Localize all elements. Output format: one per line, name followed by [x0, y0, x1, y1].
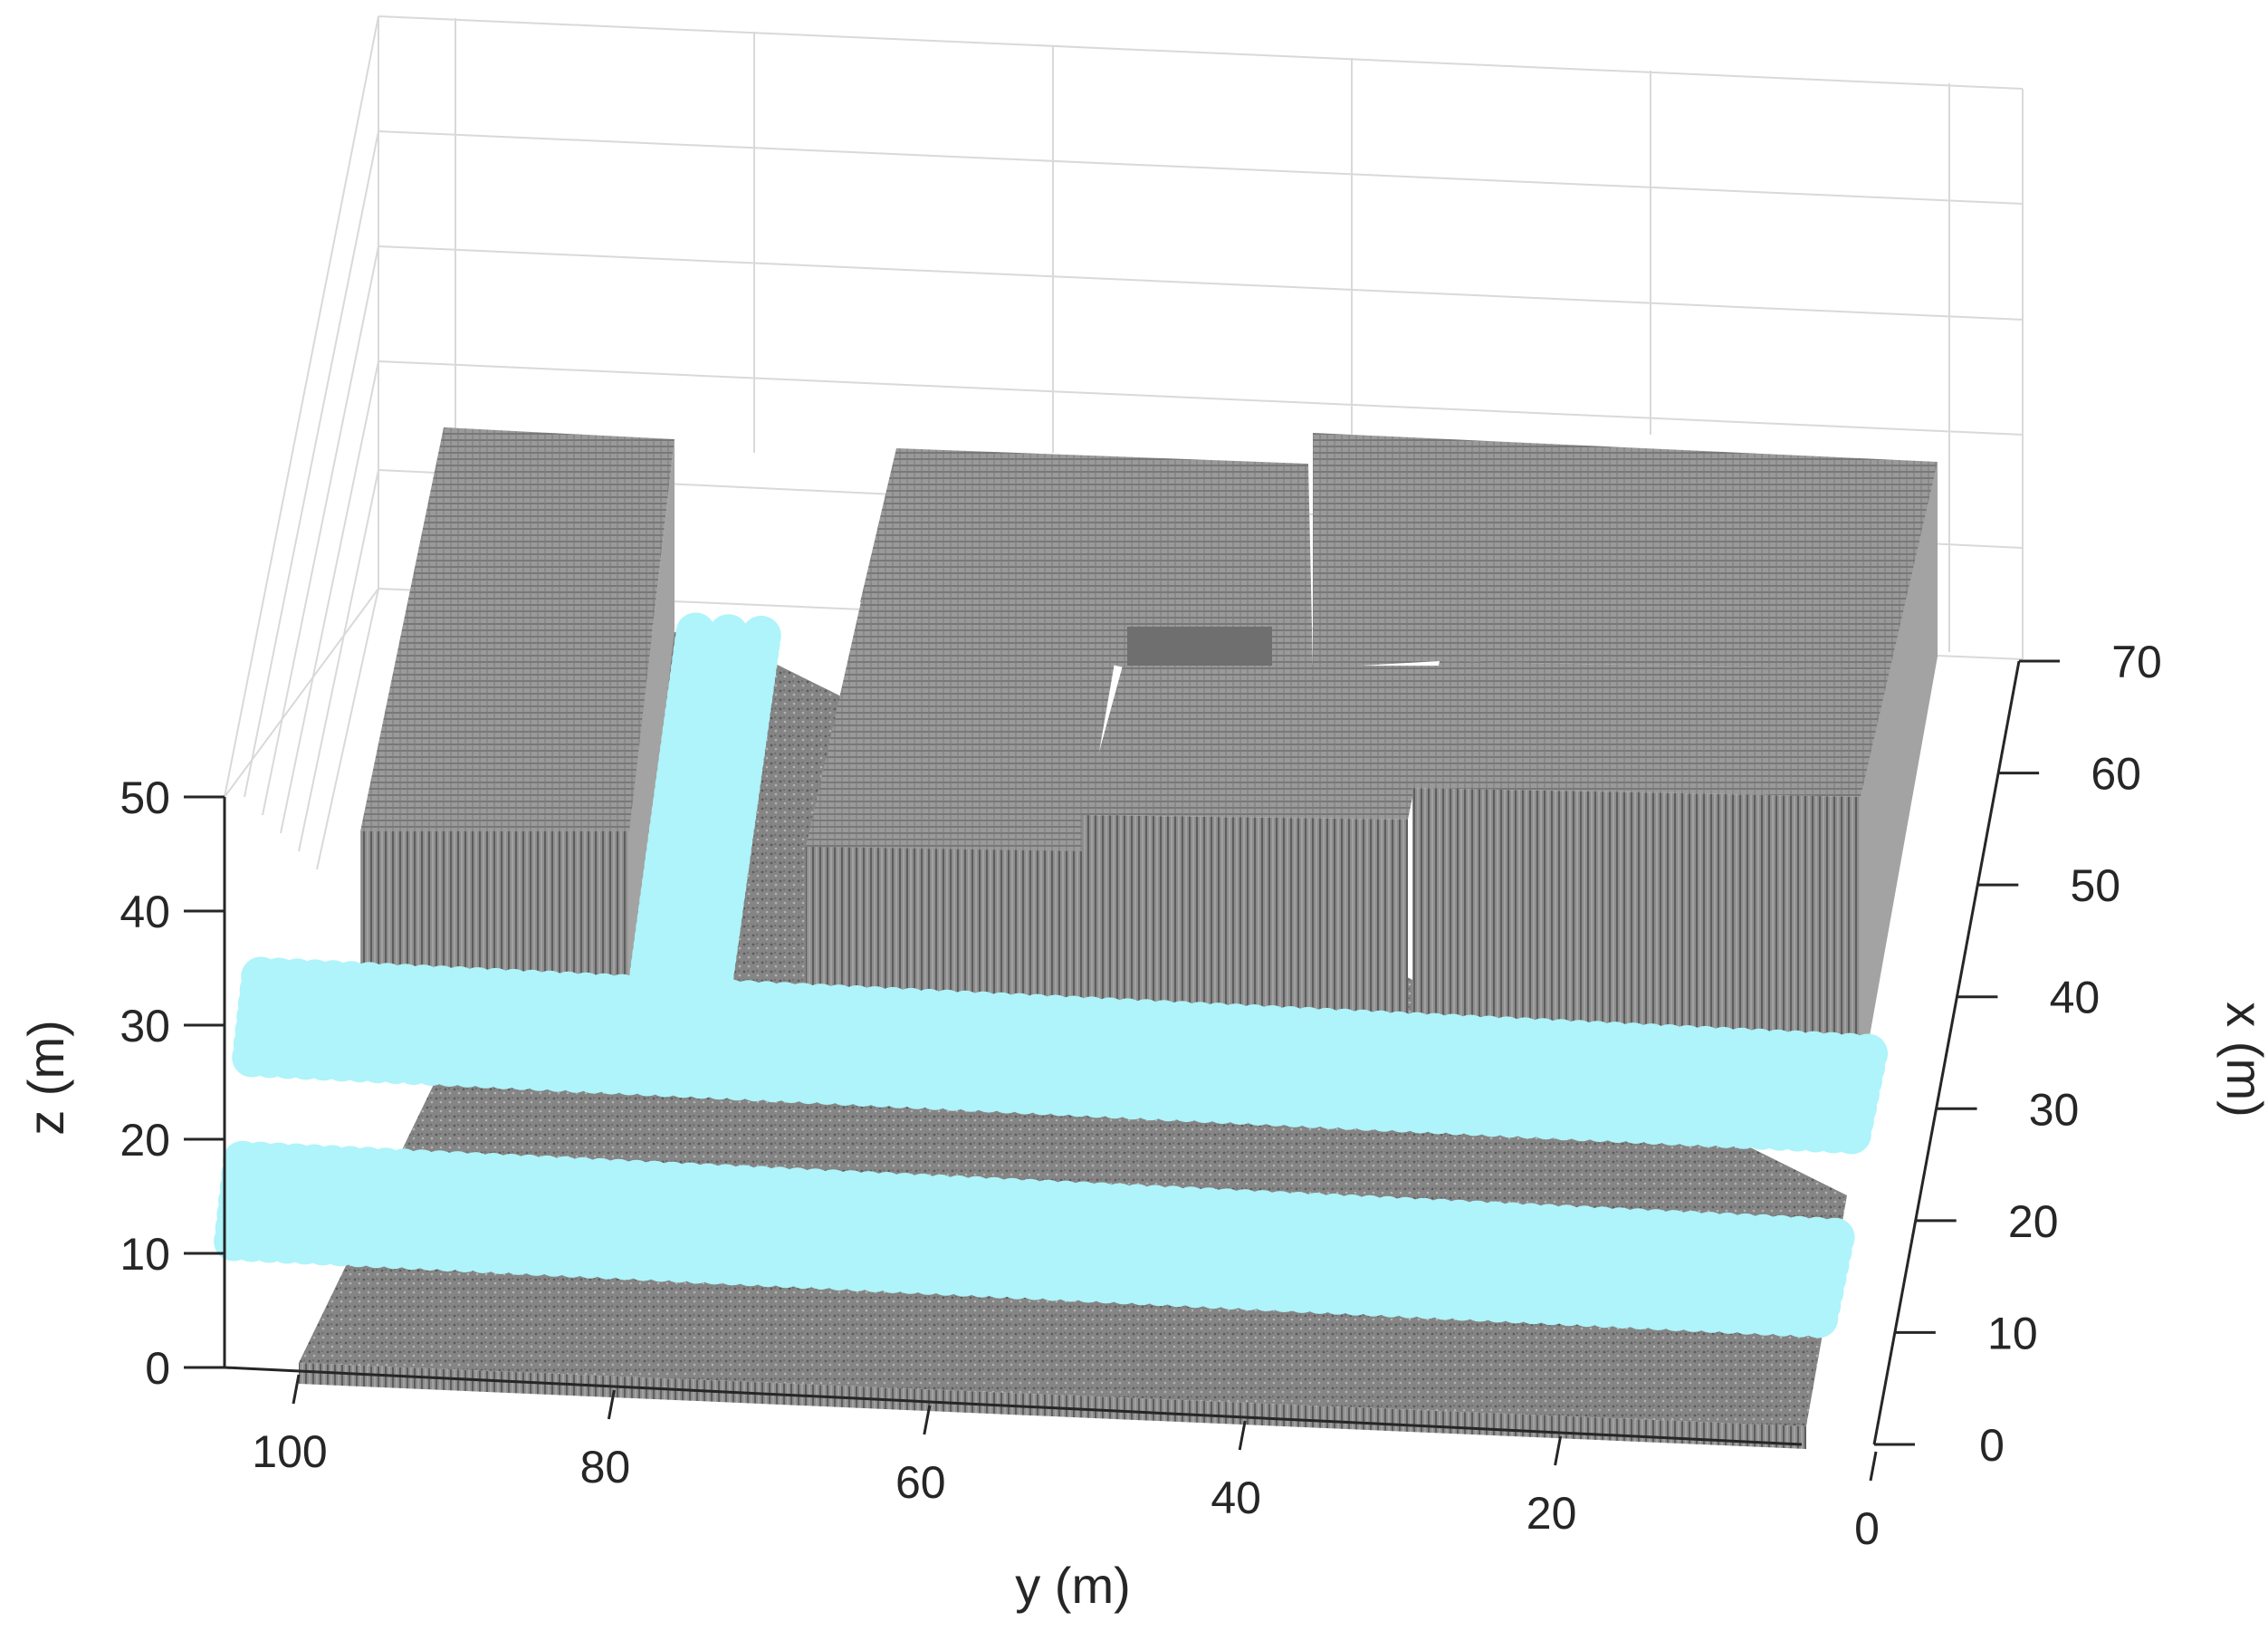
z-tick-label: 20 — [120, 1115, 170, 1166]
z-tick-label: 30 — [120, 1001, 170, 1051]
tick-labels: 100 80 60 40 20 0 0 10 20 30 40 50 60 70 0 10 20 30 40 50 — [120, 637, 2161, 1554]
grid-line — [298, 469, 379, 852]
y-tick — [607, 1389, 616, 1420]
x-tick-label: 0 — [1979, 1420, 2005, 1471]
x-axis-line — [1872, 660, 2021, 1445]
z-axis-label: z (m) — [17, 1020, 74, 1136]
grid-line — [224, 15, 379, 798]
y-tick — [1238, 1420, 1247, 1451]
y-tick — [1869, 1451, 1878, 1482]
building-center-mid-top — [1082, 666, 1440, 820]
y-tick — [923, 1405, 932, 1435]
x-tick-label: 70 — [2111, 637, 2162, 687]
building-gap — [1127, 627, 1272, 667]
x-tick-label: 50 — [2070, 860, 2120, 911]
grid-line — [316, 588, 379, 870]
y-tick — [1554, 1435, 1563, 1466]
building-right-upper-front — [1412, 661, 1892, 797]
z-tick-label: 0 — [145, 1343, 170, 1394]
path-point — [741, 615, 781, 656]
x-tick-label: 40 — [2050, 973, 2101, 1023]
x-tick-label: 30 — [2029, 1084, 2080, 1135]
path-corridor-branch — [621, 612, 781, 1059]
y-axis-label: y (m) — [1015, 1557, 1131, 1614]
x-tick-label: 20 — [2008, 1196, 2059, 1247]
tick-marks — [184, 659, 2060, 1482]
z-tick-label: 50 — [120, 772, 170, 823]
path-corridor-front — [214, 1140, 1855, 1338]
y-tick-label: 100 — [252, 1426, 327, 1477]
z-tick-label: 10 — [120, 1229, 170, 1280]
grid-lines — [224, 15, 2024, 870]
building-right-side — [1861, 462, 1938, 1087]
path-point — [675, 612, 716, 653]
path-corridor-middle — [232, 956, 1889, 1155]
path-series — [214, 612, 1889, 1338]
axes — [223, 660, 2021, 1446]
building-left-side — [629, 439, 675, 1037]
building-left-top — [360, 427, 675, 831]
grid-line — [378, 15, 2024, 90]
grid-line — [224, 588, 379, 798]
x-tick-label: 10 — [1987, 1308, 2038, 1358]
building-center-mid-front — [1082, 815, 1408, 1055]
path-point — [241, 956, 282, 997]
y-tick-label: 80 — [580, 1442, 631, 1492]
path-point — [223, 1140, 263, 1181]
x-tick-label: 60 — [2091, 749, 2141, 800]
grid-line — [244, 130, 379, 798]
z-tick-label: 40 — [120, 887, 170, 937]
building-right-top — [1313, 433, 1938, 670]
building-right-front — [1412, 788, 1861, 1087]
y-tick-label: 60 — [895, 1457, 946, 1508]
building-center-left-top — [806, 598, 1123, 851]
path-point — [708, 614, 749, 655]
grid-line — [378, 360, 2024, 436]
grid-line — [280, 360, 379, 834]
grid-line — [378, 245, 2024, 321]
grid-line — [262, 245, 379, 816]
y-tick-label: 0 — [1854, 1503, 1880, 1554]
y-tick — [292, 1374, 301, 1405]
y-tick-label: 20 — [1526, 1488, 1577, 1539]
x-axis-label: x (m) — [2216, 1002, 2268, 1118]
y-axis-line — [224, 1366, 1803, 1446]
grid-line — [378, 130, 2024, 205]
y-tick-label: 40 — [1211, 1473, 1261, 1523]
